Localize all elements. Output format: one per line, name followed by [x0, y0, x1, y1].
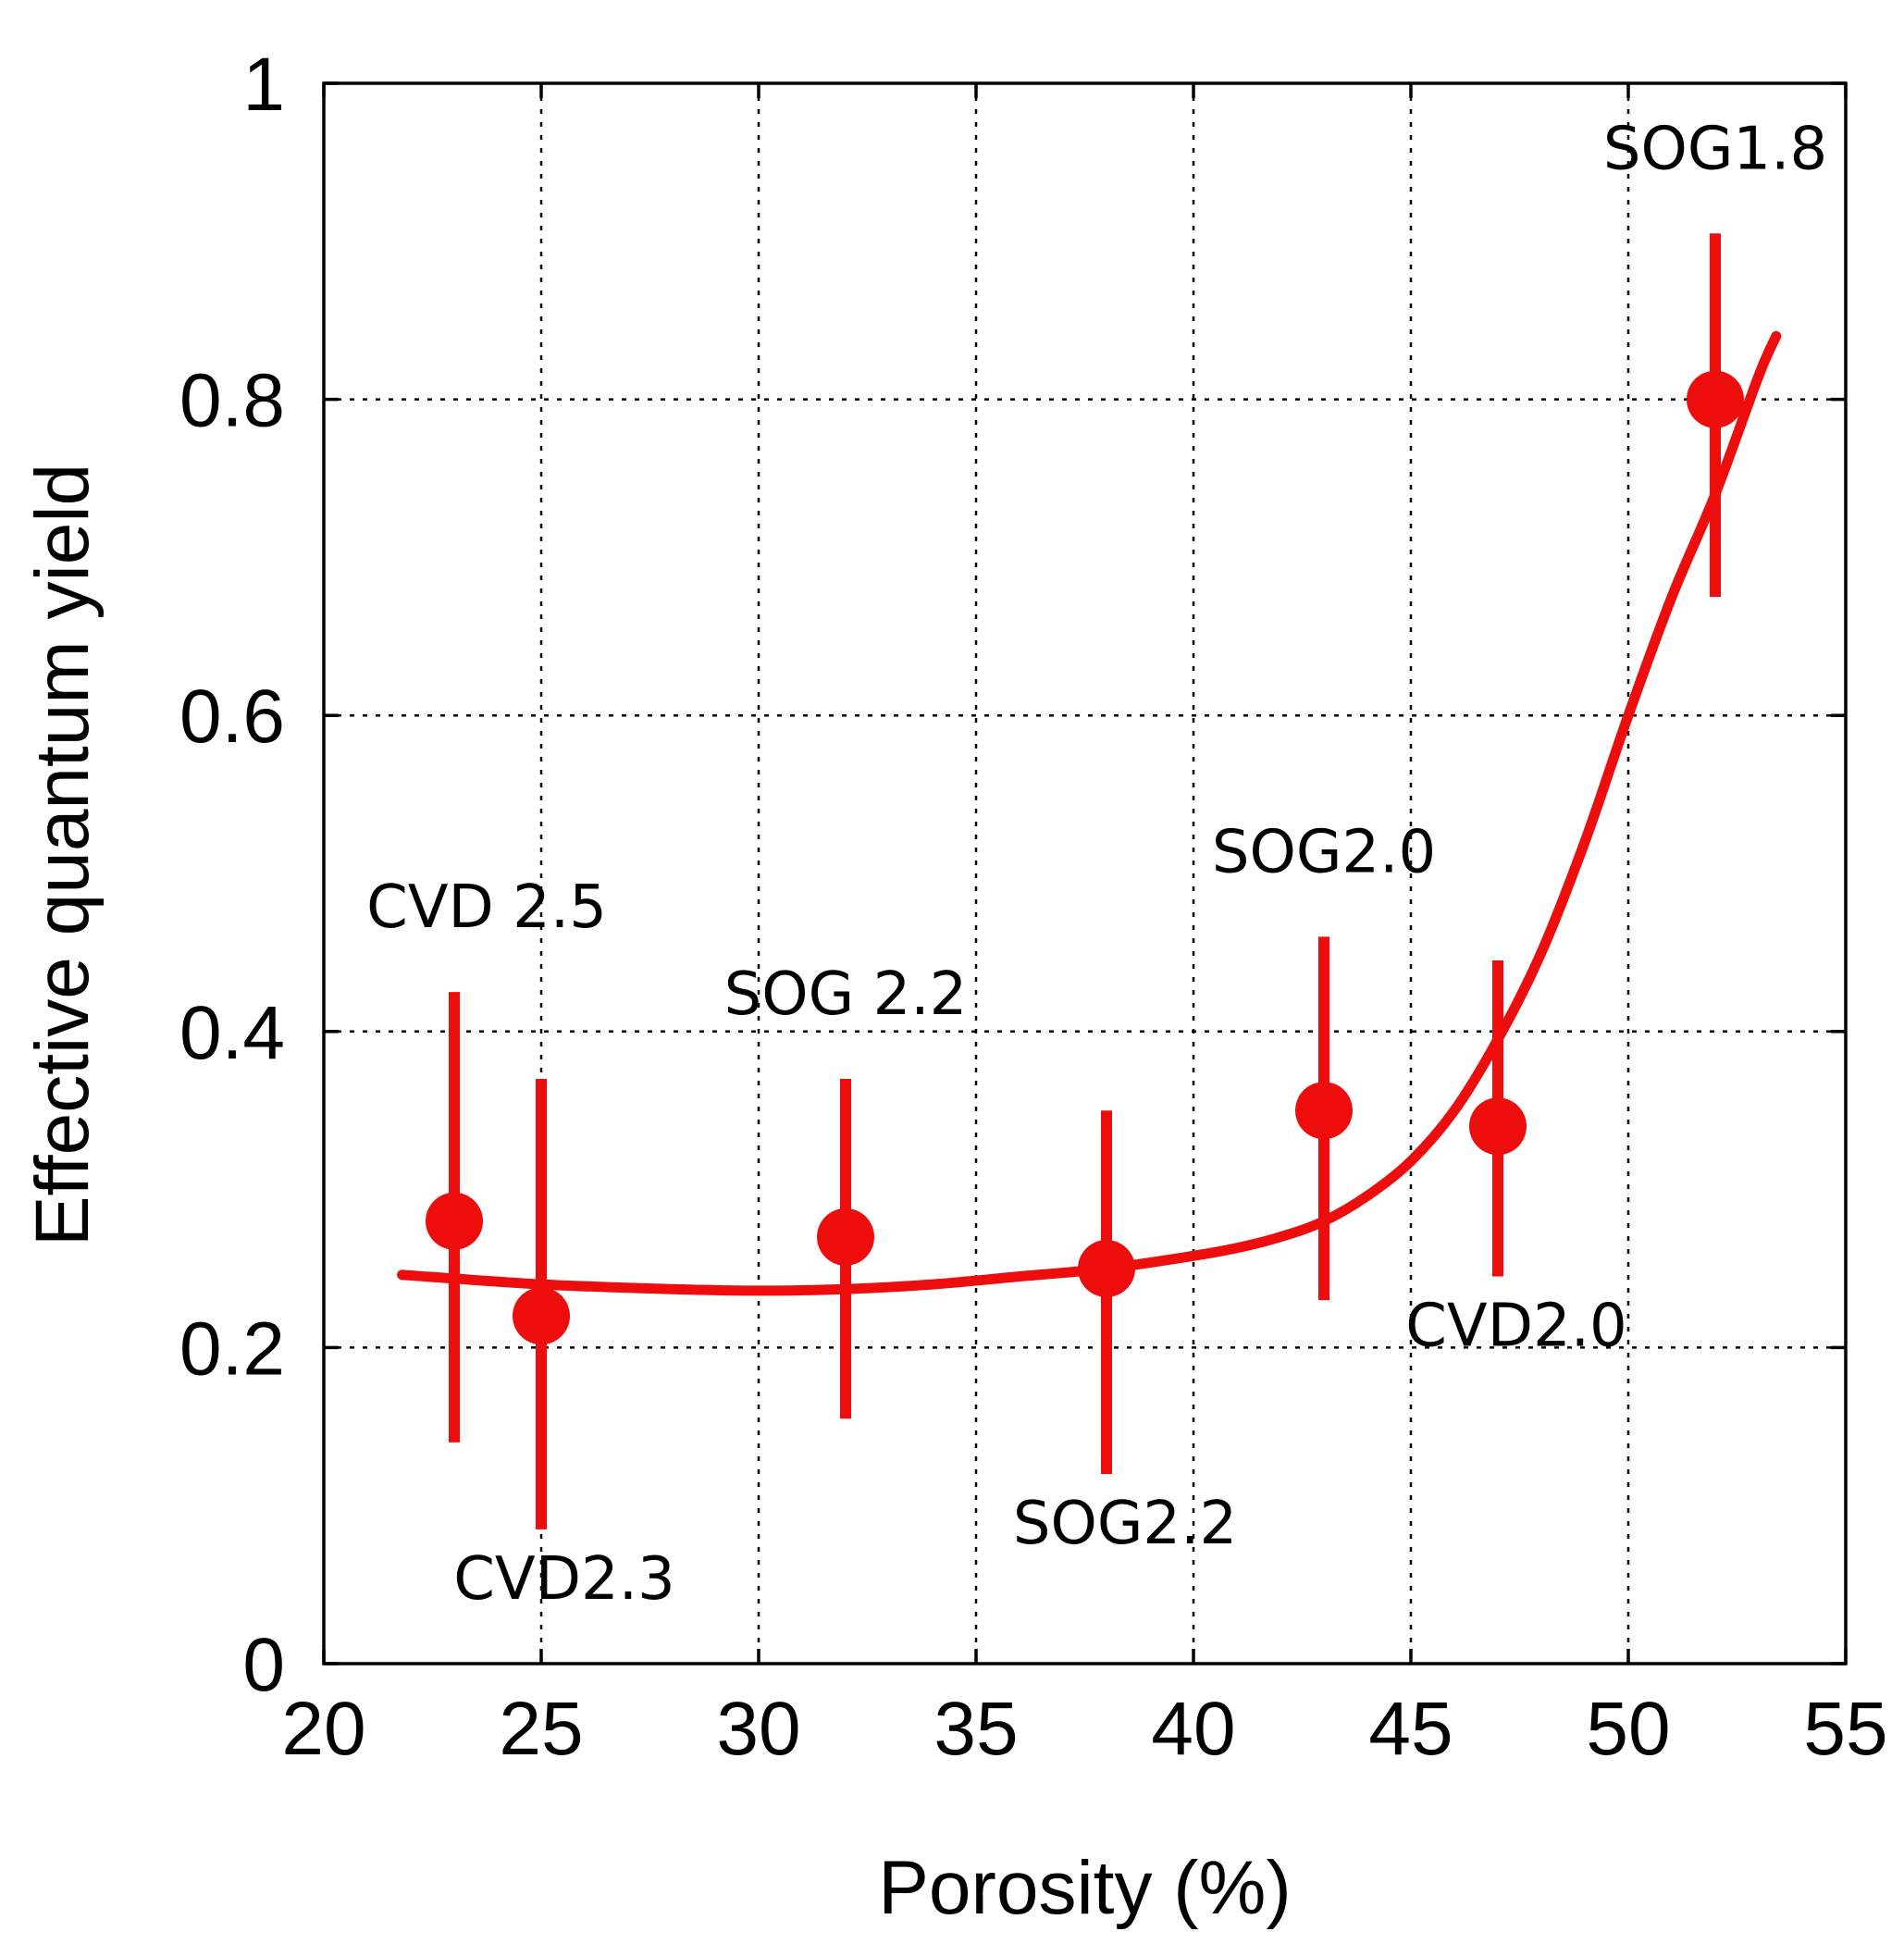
point-labels: CVD 2.5 CVD2.3 SOG 2.2 SOG2.2 SOG2.0 CVD2.0 SO… [366, 115, 1827, 1614]
y-tick-label: 0 [242, 1623, 285, 1707]
x-tick-label: 45 [1368, 1687, 1453, 1771]
data-point [1469, 1097, 1527, 1156]
axis-ticks [322, 81, 1848, 1665]
x-tick-label: 35 [933, 1687, 1018, 1771]
point-label: SOG2.2 [1013, 1490, 1237, 1558]
data-point [817, 1207, 874, 1266]
y-tick-label: 0.8 [179, 359, 285, 443]
data-points [426, 370, 1744, 1345]
point-label: SOG 2.2 [724, 960, 968, 1029]
data-point [1078, 1240, 1135, 1297]
data-point [513, 1287, 570, 1345]
x-axis-title: Porosity (%) [878, 1846, 1292, 1930]
point-label: CVD2.3 [453, 1545, 675, 1614]
x-tick-label: 20 [281, 1687, 365, 1771]
x-tick-labels: 20 25 30 35 40 45 50 55 [281, 1687, 1887, 1771]
fit-curve [397, 330, 1782, 1296]
data-point [1687, 370, 1744, 428]
y-tick-labels: 0 0.2 0.4 0.6 0.8 1 [179, 43, 285, 1707]
plot-frame [322, 81, 1848, 1665]
y-axis-title: Effective quantum yield [20, 464, 105, 1246]
data-point [426, 1192, 483, 1250]
x-tick-label: 30 [716, 1687, 800, 1771]
grid-layer [324, 83, 1846, 1664]
x-tick-label: 40 [1151, 1687, 1235, 1771]
x-tick-label: 55 [1803, 1687, 1887, 1771]
y-tick-label: 0.4 [179, 991, 285, 1075]
y-tick-label: 1 [242, 43, 285, 127]
data-point [1295, 1082, 1353, 1140]
point-label: SOG1.8 [1603, 115, 1827, 183]
y-tick-label: 0.2 [179, 1306, 285, 1391]
point-label: CVD2.0 [1405, 1293, 1627, 1361]
point-label: CVD 2.5 [366, 873, 607, 942]
x-tick-label: 25 [499, 1687, 583, 1771]
point-label: SOG2.0 [1212, 818, 1436, 886]
y-tick-label: 0.6 [179, 675, 285, 759]
x-tick-label: 50 [1586, 1687, 1670, 1771]
